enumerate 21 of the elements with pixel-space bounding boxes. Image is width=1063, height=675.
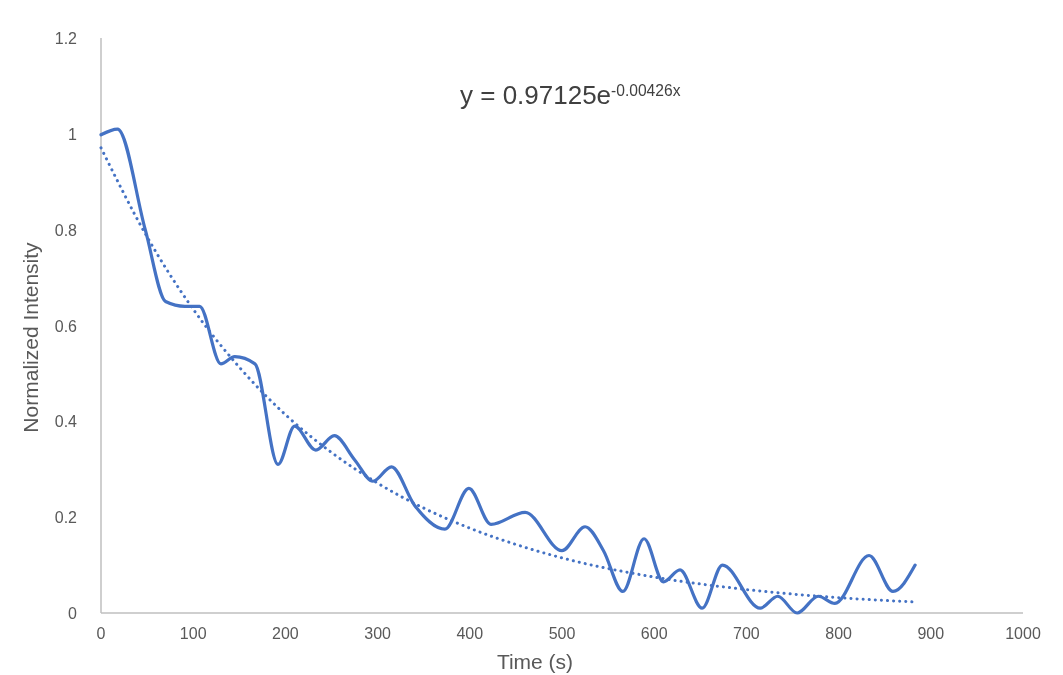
x-tick-label: 200 xyxy=(272,625,299,642)
x-tick-label: 300 xyxy=(364,625,392,642)
y-axis-title: Normalized Intensity xyxy=(19,241,42,433)
y-tick-label: 0 xyxy=(68,605,78,622)
x-tick-label: 400 xyxy=(456,625,484,642)
y-tick-label: 1 xyxy=(68,125,78,143)
x-tick-label: 600 xyxy=(640,625,668,642)
x-tick-label: 800 xyxy=(825,625,853,642)
x-tick-label: 900 xyxy=(917,625,945,642)
y-tick-label: 1.2 xyxy=(54,30,78,47)
annotation: y = 0.97125e$^{-0.00426x}$ xyxy=(460,80,681,110)
x-tick-label: 100 xyxy=(179,625,207,642)
x-axis-title: Time (s) xyxy=(496,650,574,673)
y-tick-label: 0.2 xyxy=(54,509,78,527)
x-tick-label: 1000 xyxy=(1005,625,1041,642)
x-tick-label: 0 xyxy=(96,625,106,642)
y-tick-label: 0.8 xyxy=(54,221,78,239)
y-tick-label: 0.4 xyxy=(54,413,78,431)
y-tick-label: 0.6 xyxy=(54,317,78,335)
x-tick-label: 700 xyxy=(733,625,760,642)
x-tick-label: 500 xyxy=(548,625,576,642)
